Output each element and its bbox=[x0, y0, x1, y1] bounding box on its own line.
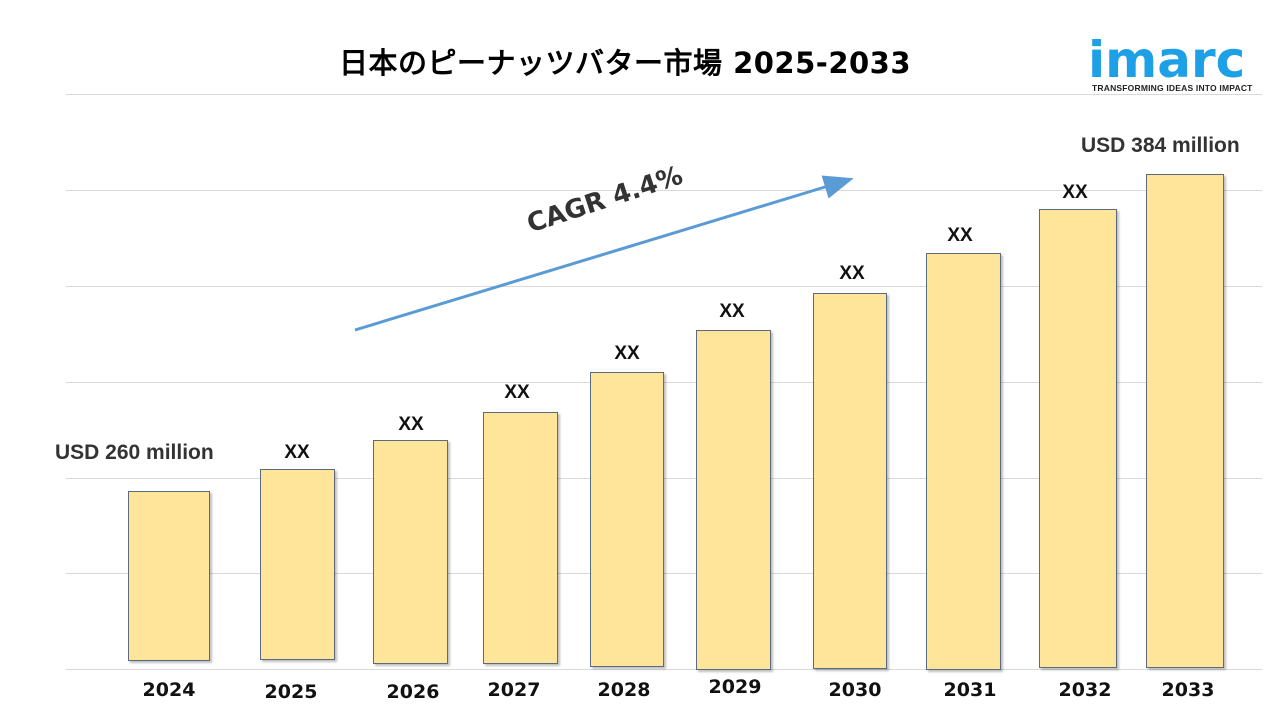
x-tick-2030: 2030 bbox=[828, 679, 882, 701]
data-label-2030: XX bbox=[839, 263, 865, 284]
x-tick-2033: 2033 bbox=[1161, 679, 1215, 701]
gridline bbox=[66, 94, 1262, 95]
end-value-callout: USD 384 million bbox=[1081, 134, 1240, 157]
gridline bbox=[66, 382, 1262, 383]
data-label-2025: XX bbox=[284, 442, 310, 463]
bar-2031 bbox=[926, 253, 1001, 670]
cagr-label: CAGR 4.4% bbox=[523, 160, 687, 240]
data-label-2028: XX bbox=[614, 343, 640, 364]
x-tick-2024: 2024 bbox=[142, 679, 196, 701]
x-tick-2029: 2029 bbox=[708, 676, 762, 698]
logo-wordmark: imarc bbox=[1088, 31, 1246, 89]
bar-2032 bbox=[1039, 209, 1117, 668]
gridline bbox=[66, 573, 1262, 574]
bar-2033 bbox=[1146, 174, 1224, 668]
gridline bbox=[66, 478, 1262, 479]
logo-tagline: TRANSFORMING IDEAS INTO IMPACT bbox=[1092, 83, 1253, 93]
bar-2024 bbox=[128, 491, 210, 661]
x-tick-2032: 2032 bbox=[1058, 679, 1112, 701]
bar-2026 bbox=[373, 440, 448, 664]
bar-2030 bbox=[813, 293, 887, 669]
x-tick-2026: 2026 bbox=[386, 681, 440, 703]
data-label-2032: XX bbox=[1062, 182, 1088, 203]
bar-2027 bbox=[483, 412, 558, 664]
bar-2025 bbox=[260, 469, 335, 660]
bar-2028 bbox=[590, 372, 664, 667]
data-label-2029: XX bbox=[719, 301, 745, 322]
x-tick-2031: 2031 bbox=[943, 679, 997, 701]
x-tick-2027: 2027 bbox=[487, 679, 541, 701]
imarc-logo: imarc TRANSFORMING IDEAS INTO IMPACT bbox=[1088, 18, 1268, 98]
x-tick-2025: 2025 bbox=[264, 681, 318, 703]
chart-title: 日本のピーナッツバター市場 2025-2033 bbox=[338, 46, 912, 80]
start-value-callout: USD 260 million bbox=[55, 441, 214, 464]
x-tick-2028: 2028 bbox=[597, 679, 651, 701]
bar-2029 bbox=[696, 330, 771, 670]
data-label-2026: XX bbox=[398, 414, 424, 435]
data-label-2031: XX bbox=[947, 225, 973, 246]
x-axis-baseline bbox=[66, 669, 1262, 670]
data-label-2027: XX bbox=[504, 382, 530, 403]
